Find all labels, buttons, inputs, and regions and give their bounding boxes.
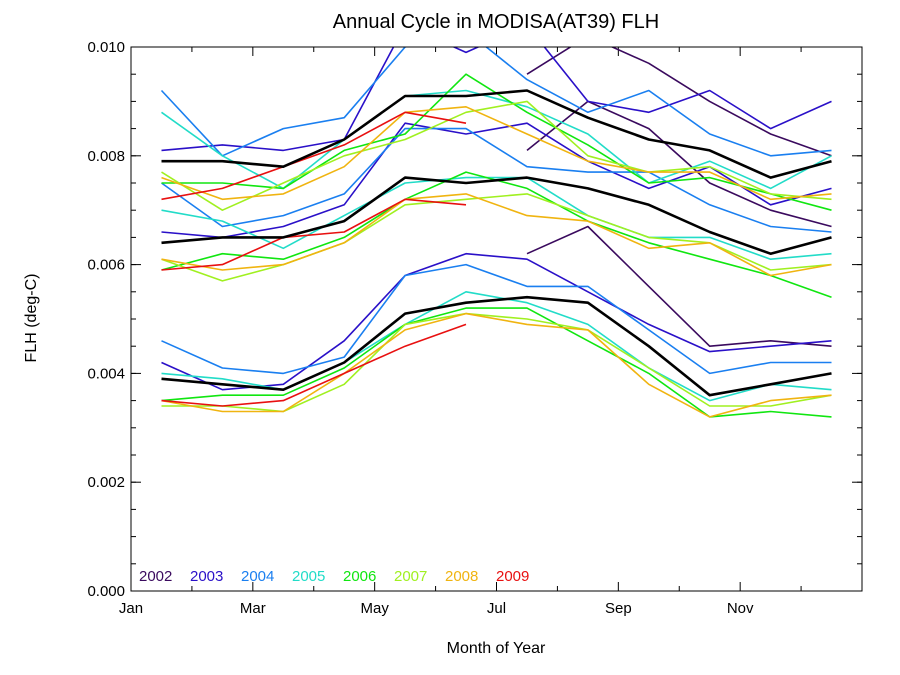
x-tick-label: Sep [605,600,632,617]
series-line-2005-upper [161,89,832,190]
series-line-2003-lower [161,252,832,391]
series-line-2009-middle [161,198,467,271]
series-line-2005-middle [161,176,832,260]
series-line-2002-upper [526,100,832,228]
axes-ticks [130,46,862,592]
x-tick-label: Nov [727,600,754,617]
series-line-2009-upper [161,111,467,201]
y-tick-label: 0.004 [87,365,125,382]
y-tick-label: 0.006 [87,257,125,274]
y-tick-label: 0.002 [87,474,125,491]
x-tick-label: Jan [119,600,143,617]
series-line-2008-lower [161,312,832,418]
series-line-2006-middle [161,171,832,298]
series-line-2002-upper2 [526,47,832,157]
series-line-mean-mean-lower [161,295,832,397]
y-tick-label: 0.010 [87,39,125,56]
series-line-2003-middle [161,122,832,239]
legend-label-2006: 2006 [343,568,376,585]
series-line-2009-lower [161,323,467,407]
legend-label-2002: 2002 [139,568,172,585]
series-line-2004-middle [161,127,832,233]
x-tick-label: Mar [240,600,266,617]
legend-label-2005: 2005 [292,568,325,585]
series-line-2006-lower [161,307,832,418]
series-line-2007-upper [161,100,832,211]
series-line-2008-upper [161,106,832,201]
legend-label-2007: 2007 [394,568,427,585]
series-line-mean-mean-middle [161,176,832,255]
plot-frame [130,46,863,592]
legend-label-2003: 2003 [190,568,223,585]
legend-label-2004: 2004 [241,568,274,585]
x-axis-title: Month of Year [447,640,546,657]
series-line-2008-middle [161,193,832,277]
series-line-2007-lower [161,312,832,413]
series-line-2003-upper [161,47,832,152]
series-line-2002-lower [526,225,832,347]
series-line-2007-middle [161,193,832,282]
series-line-2004-upper [160,47,832,157]
y-tick-label: 0.008 [87,148,125,165]
legend-label-2008: 2008 [445,568,478,585]
chart-title: Annual Cycle in MODISA(AT39) FLH [333,11,659,33]
plot-lines [160,47,832,418]
legend: 2002 2003 2004 2005 2006 2007 2008 2009 [139,568,529,585]
series-line-2004-lower [161,263,832,375]
x-tick-label: Jul [487,600,506,617]
y-axis-title: FLH (deg-C) [23,274,40,363]
y-tick-label: 0.000 [87,583,125,600]
legend-label-2009: 2009 [496,568,529,585]
series-line-mean-mean-upper [161,89,832,179]
tick-labels: Jan Mar May Jul Sep Nov 0.000 0.002 0.004 0.006 0.… [87,39,754,617]
x-tick-label: May [360,600,389,617]
